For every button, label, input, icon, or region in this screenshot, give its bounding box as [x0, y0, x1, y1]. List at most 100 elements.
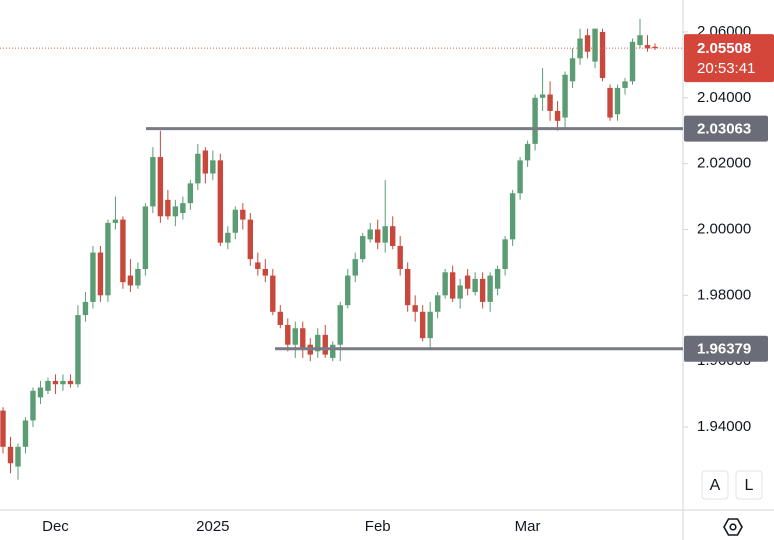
candle-body — [472, 278, 478, 293]
candle-body — [577, 38, 583, 59]
x-tick-label: Feb — [365, 518, 391, 535]
candle-body — [105, 222, 111, 296]
settings-dot — [729, 523, 737, 531]
candle-body — [165, 199, 171, 217]
candle-body — [247, 219, 254, 260]
level-tag-label: 2.03063 — [697, 121, 751, 138]
candle-body — [592, 28, 598, 62]
candle-body — [75, 315, 81, 385]
x-tick-label: Dec — [42, 518, 69, 535]
candle-body — [367, 229, 373, 240]
candle-body — [277, 311, 283, 325]
candle-body — [315, 334, 321, 352]
candle-body — [157, 157, 164, 217]
candle-body — [225, 232, 231, 243]
candle-body — [494, 268, 501, 289]
candle-body — [345, 275, 351, 306]
candle-body — [629, 41, 636, 82]
countdown-label: 20:53:41 — [697, 60, 755, 77]
candle-body — [652, 46, 658, 49]
candle-body — [539, 94, 546, 98]
candle-body — [217, 160, 224, 243]
candle-body — [464, 275, 471, 289]
candle-body — [22, 420, 29, 447]
candle-body — [532, 97, 538, 144]
candle-body — [0, 410, 6, 447]
candle-body — [300, 328, 306, 349]
candle-body — [622, 81, 628, 88]
candle-body — [187, 183, 194, 204]
candle-body — [487, 275, 493, 302]
candle-body — [614, 87, 621, 115]
y-tick-label: 1.98000 — [697, 286, 751, 303]
candle-body — [270, 275, 276, 312]
candle-body — [375, 229, 381, 243]
candle-body — [7, 446, 14, 464]
candle-body — [360, 236, 366, 260]
y-tick-label: 2.02000 — [697, 155, 751, 172]
candle-body — [60, 380, 66, 385]
candle-body — [457, 285, 463, 299]
settings-hexagon — [723, 518, 743, 536]
candle-body — [255, 262, 261, 269]
candle-body — [569, 58, 576, 82]
candle-body — [112, 219, 119, 223]
candle-body — [52, 380, 59, 385]
last-price-label: 2.05508 — [697, 40, 751, 57]
y-tick-label: 2.04000 — [697, 89, 751, 106]
settings-icon[interactable] — [723, 518, 743, 536]
candle-body — [547, 94, 553, 111]
candle-body — [599, 31, 606, 79]
candle-body — [202, 150, 209, 174]
y-tick-label: 2.00000 — [697, 220, 751, 237]
candle-body — [30, 390, 36, 421]
candle-body — [142, 206, 149, 269]
candle-body — [404, 268, 411, 306]
candle-body — [524, 143, 531, 161]
candle-body — [37, 387, 44, 398]
candle-body — [644, 45, 651, 49]
candle-body — [15, 446, 21, 467]
candle-body — [419, 311, 426, 339]
candle-body — [135, 268, 141, 286]
level-tag — [684, 115, 768, 142]
candle-body — [195, 153, 201, 184]
candle-body — [322, 334, 328, 355]
candle-body — [150, 157, 156, 207]
candle-body — [45, 380, 51, 391]
scale-button[interactable]: A — [701, 470, 729, 500]
button-box — [735, 470, 763, 500]
candle-body — [240, 209, 246, 220]
candle-body — [449, 272, 456, 299]
scale-button[interactable]: L — [735, 470, 763, 500]
candle-body — [262, 268, 268, 276]
candle-body — [285, 324, 291, 345]
candle-body — [584, 35, 591, 52]
x-tick-label: Mar — [515, 518, 541, 535]
candle-body — [90, 252, 96, 302]
level-tag — [684, 335, 768, 362]
candle-body — [517, 160, 523, 194]
candle-body — [607, 87, 613, 118]
button-box — [701, 470, 729, 500]
candle-body — [67, 380, 74, 385]
candle-body — [412, 305, 418, 312]
candle-body — [479, 278, 486, 302]
level-tag-label: 1.96379 — [697, 341, 751, 358]
last-price-tag — [684, 34, 774, 83]
candle-body — [330, 344, 336, 358]
candle-body — [120, 219, 126, 283]
candle-body — [172, 206, 179, 217]
candle-body — [180, 203, 186, 214]
candle-body — [232, 209, 239, 233]
candle-body — [97, 252, 104, 296]
candle-body — [292, 328, 298, 345]
button-label: A — [710, 477, 721, 494]
candle-body — [397, 245, 403, 269]
candle-body — [509, 193, 516, 240]
candle-body — [554, 110, 561, 121]
x-tick-label: 2025 — [196, 518, 229, 535]
candle-body — [434, 295, 441, 312]
